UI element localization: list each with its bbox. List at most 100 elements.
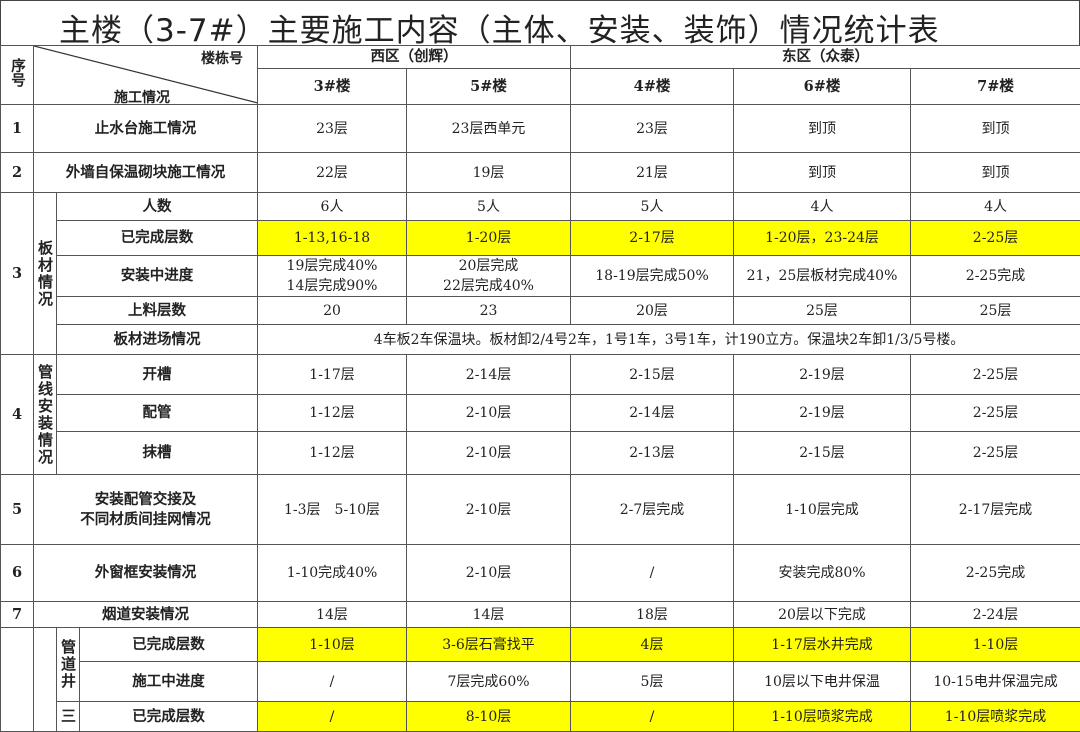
sheet-title: 主楼（3-7#）主要施工内容（主体、安装、装饰）情况统计表 xyxy=(0,0,1080,45)
value-cell: 2-14层 xyxy=(407,355,571,395)
value-cell: 21层 xyxy=(571,153,734,193)
subgroup-cell: 管道井 xyxy=(57,628,80,702)
table-row: 1 止水台施工情况 23层 23层西单元 23层 到顶 到顶 xyxy=(1,105,1080,153)
item-cell: 外墙自保温砌块施工情况 xyxy=(34,153,258,193)
value-cell: 1-12层 xyxy=(258,395,407,432)
value-cell: 10层以下电井保温 xyxy=(734,662,911,702)
value-cell: 20 xyxy=(258,297,407,325)
seq-cell: 6 xyxy=(1,545,34,602)
value-cell: 5层 xyxy=(571,662,734,702)
item-cell: 配管 xyxy=(57,395,258,432)
table-row: 管道井 已完成层数 1-10层 3-6层石膏找平 4层 1-17层水井完成 1-… xyxy=(1,628,1080,662)
title-text: 主楼（3-7#）主要施工内容（主体、安装、装饰）情况统计表 xyxy=(59,5,940,50)
item-cell: 安装中进度 xyxy=(57,256,258,297)
seq-cell: 4 xyxy=(1,355,34,475)
value-cell: 4人 xyxy=(734,193,911,221)
header-building: 6#楼 xyxy=(734,69,911,105)
value-cell: 10-15电井保温完成 xyxy=(911,662,1080,702)
value-cell: 1-3层 5-10层 xyxy=(258,475,407,545)
value-cell: 2-25完成 xyxy=(911,256,1080,297)
value-cell: / xyxy=(571,545,734,602)
item-cell: 外窗框安装情况 xyxy=(34,545,258,602)
header-diagonal: 楼栋号 施工情况 xyxy=(34,46,258,105)
value-cell: 23层西单元 xyxy=(407,105,571,153)
seq-cell: 1 xyxy=(1,105,34,153)
value-cell: 1-10层喷浆完成 xyxy=(734,702,911,732)
value-cell: 19层完成40%14层完成90% xyxy=(258,256,407,297)
value-cell: 2-25层 xyxy=(911,221,1080,256)
group-cell xyxy=(34,628,57,732)
item-cell: 安装配管交接及不同材质间挂网情况 xyxy=(34,475,258,545)
item-cell: 施工中进度 xyxy=(80,662,258,702)
subgroup-cell: 三 xyxy=(57,702,80,732)
value-cell: 1-20层，23-24层 xyxy=(734,221,911,256)
group-cell: 板材情况 xyxy=(34,193,57,355)
value-cell: 2-25完成 xyxy=(911,545,1080,602)
table-row: 5 安装配管交接及不同材质间挂网情况 1-3层 5-10层 2-10层 2-7层… xyxy=(1,475,1080,545)
table-row: 配管 1-12层 2-10层 2-14层 2-19层 2-25层 xyxy=(1,395,1080,432)
value-cell: 4车板2车保温块。板材卸2/4号2车，1号1车，3号1车，计190立方。保温块2… xyxy=(258,325,1080,355)
value-cell: 2-7层完成 xyxy=(571,475,734,545)
item-cell: 止水台施工情况 xyxy=(34,105,258,153)
value-cell: 2-25层 xyxy=(911,355,1080,395)
item-cell: 已完成层数 xyxy=(80,702,258,732)
table-row: 6 外窗框安装情况 1-10完成40% 2-10层 / 安装完成80% 2-25… xyxy=(1,545,1080,602)
value-cell: 18层 xyxy=(571,602,734,628)
header-building: 3#楼 xyxy=(258,69,407,105)
seq-cell: 5 xyxy=(1,475,34,545)
value-cell: 1-17层水井完成 xyxy=(734,628,911,662)
item-cell: 已完成层数 xyxy=(57,221,258,256)
item-cell: 板材进场情况 xyxy=(57,325,258,355)
value-cell: 1-10完成40% xyxy=(258,545,407,602)
value-cell: 2-14层 xyxy=(571,395,734,432)
value-cell: 8-10层 xyxy=(407,702,571,732)
value-cell: 2-13层 xyxy=(571,432,734,475)
value-cell: 1-10层 xyxy=(911,628,1080,662)
value-cell: 20层以下完成 xyxy=(734,602,911,628)
value-cell: / xyxy=(258,702,407,732)
value-cell: 25层 xyxy=(734,297,911,325)
value-cell: 3-6层石膏找平 xyxy=(407,628,571,662)
value-cell: 20层 xyxy=(571,297,734,325)
value-cell: 14层 xyxy=(258,602,407,628)
header-seq: 序号 xyxy=(1,46,34,105)
value-cell: 22层 xyxy=(258,153,407,193)
header-building: 4#楼 xyxy=(571,69,734,105)
header-east: 东区（众泰） xyxy=(571,46,1080,69)
value-cell: 2-19层 xyxy=(734,395,911,432)
value-cell: 2-17层 xyxy=(571,221,734,256)
value-cell: 7层完成60% xyxy=(407,662,571,702)
value-cell: 14层 xyxy=(407,602,571,628)
item-cell: 已完成层数 xyxy=(80,628,258,662)
table-row: 4 管线安装情况 开槽 1-17层 2-14层 2-15层 2-19层 2-25… xyxy=(1,355,1080,395)
value-cell: 4人 xyxy=(911,193,1080,221)
table-row: 已完成层数 1-13,16-18 1-20层 2-17层 1-20层，23-24… xyxy=(1,221,1080,256)
value-cell: 23层 xyxy=(571,105,734,153)
value-cell: 18-19层完成50% xyxy=(571,256,734,297)
value-cell: 21，25层板材完成40% xyxy=(734,256,911,297)
item-cell: 烟道安装情况 xyxy=(34,602,258,628)
value-cell: 5人 xyxy=(571,193,734,221)
value-cell: 23 xyxy=(407,297,571,325)
value-cell: 2-19层 xyxy=(734,355,911,395)
seq-cell: 7 xyxy=(1,602,34,628)
table-row: 抹槽 1-12层 2-10层 2-13层 2-15层 2-25层 xyxy=(1,432,1080,475)
value-cell: 2-10层 xyxy=(407,395,571,432)
value-cell: / xyxy=(258,662,407,702)
value-cell: 6人 xyxy=(258,193,407,221)
header-building: 7#楼 xyxy=(911,69,1080,105)
seq-cell: 2 xyxy=(1,153,34,193)
value-cell: 2-15层 xyxy=(571,355,734,395)
value-cell: 2-25层 xyxy=(911,395,1080,432)
value-cell: 1-10层喷浆完成 xyxy=(911,702,1080,732)
value-cell: 1-20层 xyxy=(407,221,571,256)
value-cell: 1-10层完成 xyxy=(734,475,911,545)
table-row: 施工中进度 / 7层完成60% 5层 10层以下电井保温 10-15电井保温完成 xyxy=(1,662,1080,702)
header-building: 5#楼 xyxy=(407,69,571,105)
value-cell: 2-10层 xyxy=(407,545,571,602)
value-cell: 2-10层 xyxy=(407,432,571,475)
statistics-table: 序号 楼栋号 施工情况 西区（创辉） 东区（众泰） 3#楼 5#楼 4#楼 6#… xyxy=(0,45,1080,732)
item-cell: 开槽 xyxy=(57,355,258,395)
